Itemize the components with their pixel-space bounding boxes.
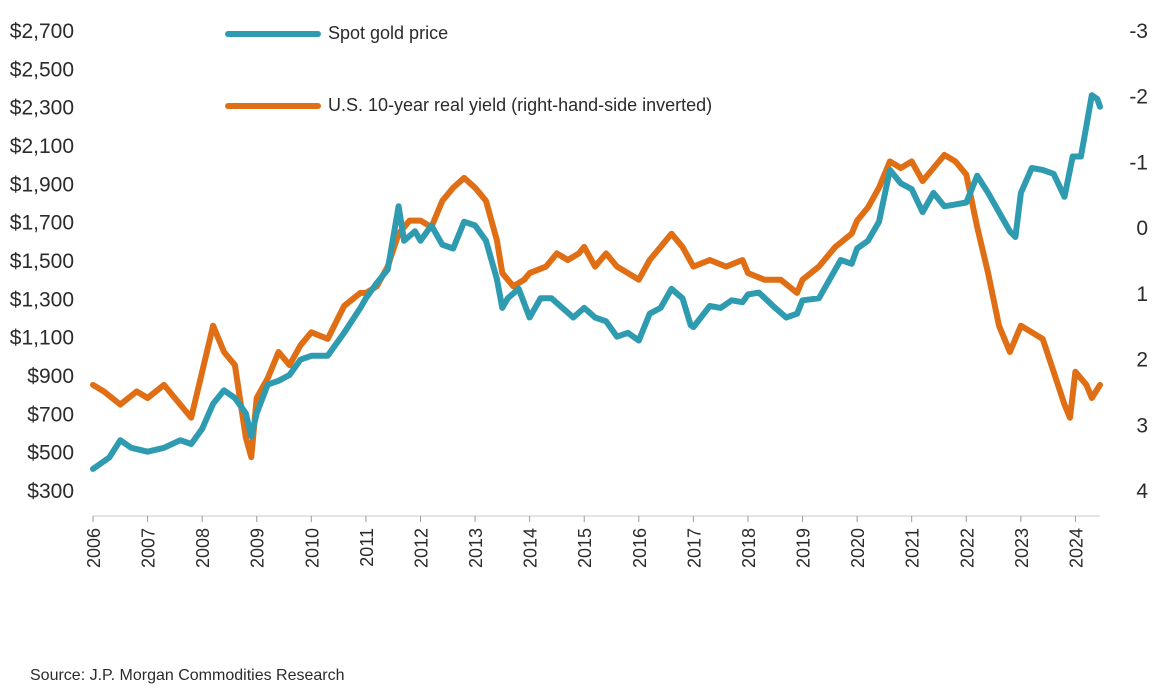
y-right-tick-label: 2 (1136, 349, 1148, 372)
y-left-tick-label: $2,300 (10, 97, 74, 120)
y-left-tick-label: $1,700 (10, 212, 74, 235)
x-tick-label: 2020 (848, 528, 868, 568)
y-right-tick-label: 4 (1136, 480, 1148, 503)
series-line-yield (90, 151, 1103, 461)
x-tick-label: 2013 (466, 528, 486, 568)
y-right-tick-label: 1 (1136, 283, 1148, 306)
x-tick-label: 2018 (739, 528, 759, 568)
x-tick-label: 2022 (957, 528, 977, 568)
x-tick-label: 2023 (1012, 528, 1032, 568)
x-tick-label: 2009 (248, 528, 268, 568)
x-tick-label: 2014 (521, 528, 541, 568)
legend: Spot gold price U.S. 10-year real yield … (225, 23, 712, 115)
y-left-tick-label: $1,500 (10, 250, 74, 273)
y-left-tick-label: $1,300 (10, 288, 74, 311)
series-line-gold (90, 92, 1103, 472)
y-left-tick-label: $1,900 (10, 173, 74, 196)
x-tick-label: 2021 (903, 528, 923, 568)
legend-label-yield: U.S. 10-year real yield (right-hand-side… (328, 95, 712, 115)
x-tick-label: 2008 (193, 528, 213, 568)
x-tick-label: 2017 (684, 528, 704, 568)
y-right-tick-label: -2 (1129, 86, 1148, 109)
y-right-tick-label: -1 (1129, 151, 1148, 174)
y-left-tick-label: $700 (27, 403, 74, 426)
y-right-tick-label: -3 (1129, 20, 1148, 43)
y-left-tick-label: $2,700 (10, 20, 74, 43)
x-tick-label: 2010 (302, 528, 322, 568)
x-tick-label: 2019 (794, 528, 814, 568)
y-right-tick-label: 3 (1136, 414, 1148, 437)
x-tick-label: 2015 (575, 528, 595, 568)
x-tick-label: 2024 (1066, 528, 1086, 568)
series-layer (90, 92, 1103, 472)
x-tick-label: 2011 (357, 528, 377, 567)
x-tick-label: 2006 (84, 528, 104, 568)
y-left-tick-label: $500 (27, 442, 74, 465)
x-tick-label: 2007 (139, 528, 159, 568)
axes: 2006 2007 2008 2009 2010 2011 2012 2013 2014 2015… (10, 20, 1149, 568)
y-left-tick-label: $2,100 (10, 135, 74, 158)
y-left-tick-label: $1,100 (10, 327, 74, 350)
x-tick-label: 2012 (411, 528, 431, 568)
y-right-tick-label: 0 (1136, 217, 1148, 240)
legend-label-gold: Spot gold price (328, 23, 448, 43)
source-note: Source: J.P. Morgan Commodities Research (30, 667, 345, 684)
y-left-tick-label: $900 (27, 365, 74, 388)
x-tick-label: 2016 (630, 528, 650, 568)
y-left-tick-label: $2,500 (10, 58, 74, 81)
y-left-tick-label: $300 (27, 480, 74, 503)
